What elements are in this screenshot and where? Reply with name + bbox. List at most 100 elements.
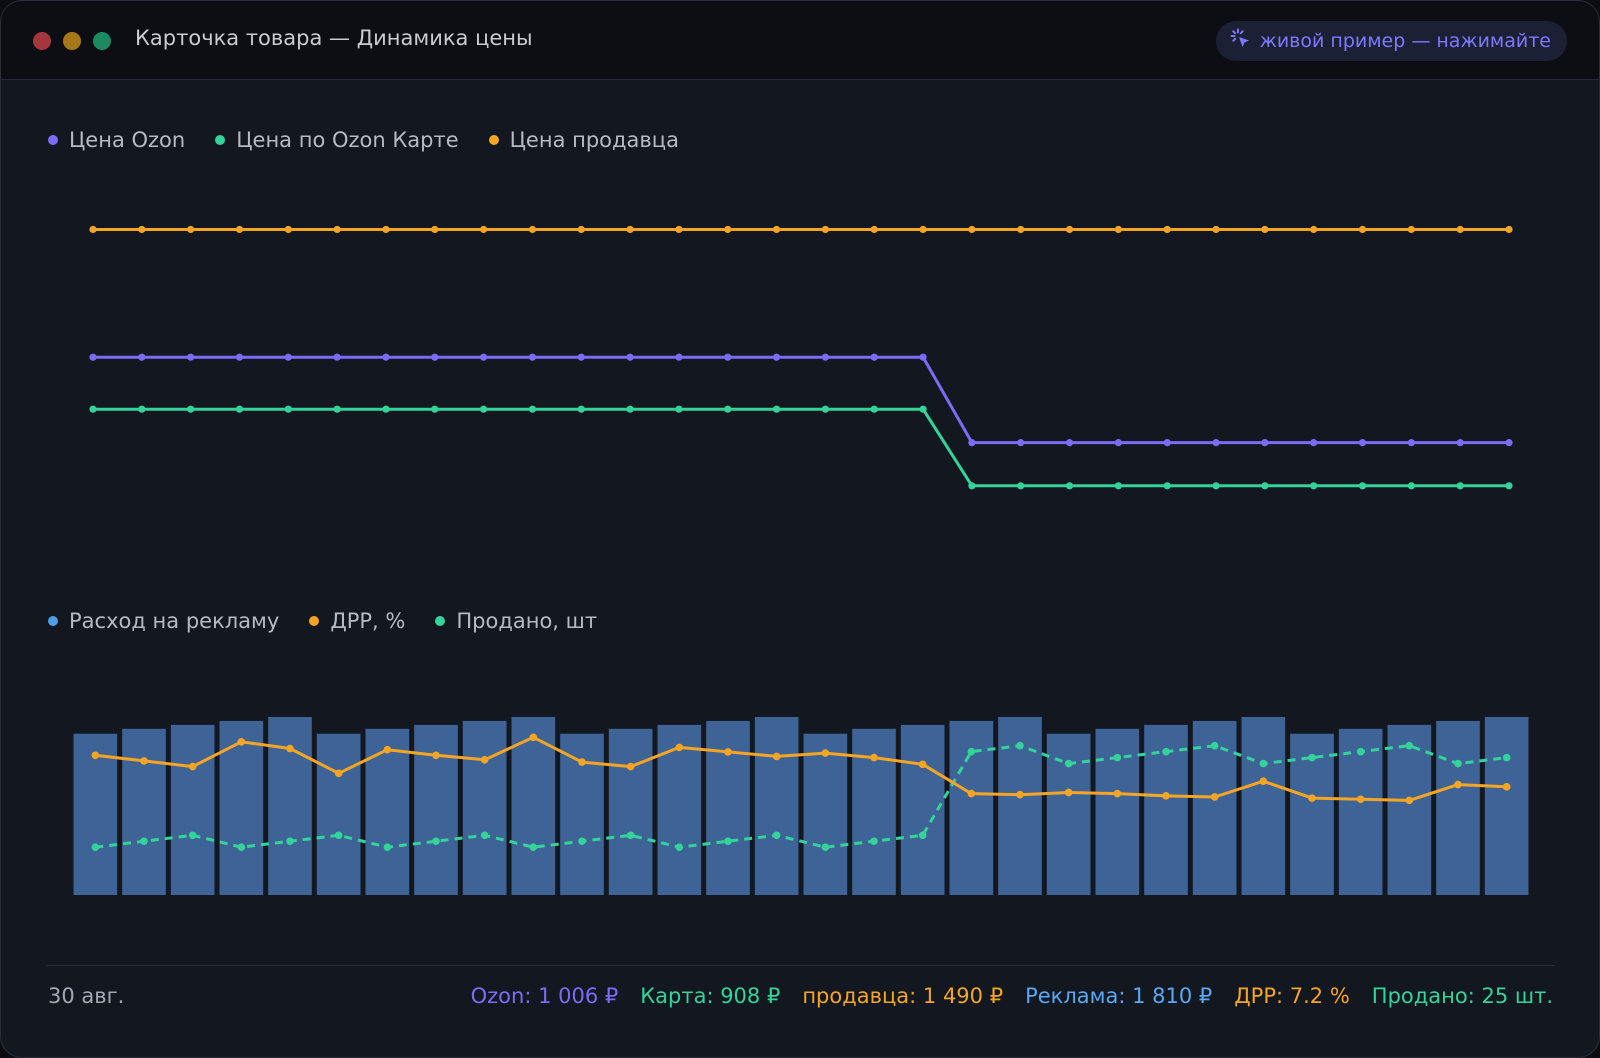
data-point[interactable] [1261, 482, 1269, 490]
data-point[interactable] [432, 751, 440, 760]
bar[interactable] [219, 720, 264, 895]
data-point[interactable] [1114, 482, 1122, 490]
data-point[interactable] [724, 837, 732, 846]
bar[interactable] [414, 724, 458, 895]
data-point[interactable] [968, 482, 976, 490]
data-point[interactable] [675, 743, 684, 752]
bar[interactable] [1387, 724, 1432, 895]
data-point[interactable] [1502, 753, 1511, 762]
data-point[interactable] [1358, 439, 1367, 447]
data-point[interactable] [382, 405, 390, 413]
data-point[interactable] [1356, 747, 1365, 756]
legend-item-ad-spend[interactable]: Расход на рекламу [48, 609, 279, 633]
bar[interactable] [1241, 717, 1286, 895]
data-point[interactable] [187, 225, 195, 234]
data-point[interactable] [431, 405, 439, 413]
data-point[interactable] [1405, 796, 1414, 805]
data-point[interactable] [1308, 753, 1316, 762]
data-point[interactable] [1358, 225, 1367, 234]
bar[interactable] [754, 717, 799, 895]
data-point[interactable] [1407, 482, 1415, 490]
data-point[interactable] [528, 405, 537, 413]
data-point[interactable] [284, 353, 292, 361]
data-point[interactable] [334, 769, 343, 778]
data-point[interactable] [772, 353, 781, 361]
data-point[interactable] [968, 439, 976, 447]
data-point[interactable] [1456, 439, 1464, 447]
data-point[interactable] [235, 225, 244, 234]
data-point[interactable] [382, 353, 390, 361]
data-point[interactable] [870, 837, 878, 846]
bar[interactable] [949, 720, 994, 895]
data-point[interactable] [577, 353, 585, 361]
data-point[interactable] [1456, 482, 1464, 490]
data-point[interactable] [870, 225, 878, 234]
data-point[interactable] [1454, 780, 1462, 789]
data-point[interactable] [1405, 741, 1414, 750]
data-point[interactable] [480, 405, 488, 413]
data-point[interactable] [967, 747, 976, 756]
data-point[interactable] [1163, 439, 1171, 447]
data-point[interactable] [89, 225, 97, 234]
data-point[interactable] [89, 405, 97, 413]
data-point[interactable] [1162, 792, 1170, 800]
data-point[interactable] [333, 225, 341, 234]
data-point[interactable] [675, 405, 683, 413]
data-point[interactable] [724, 405, 732, 413]
data-point[interactable] [1407, 225, 1415, 234]
data-point[interactable] [967, 789, 976, 798]
minimize-window-button[interactable] [63, 32, 81, 50]
data-point[interactable] [1502, 783, 1511, 791]
data-point[interactable] [333, 353, 341, 361]
data-point[interactable] [968, 225, 976, 234]
data-point[interactable] [188, 831, 197, 840]
data-point[interactable] [237, 737, 246, 746]
close-window-button[interactable] [33, 32, 51, 50]
data-point[interactable] [1210, 793, 1219, 801]
data-point[interactable] [918, 831, 927, 840]
ads-chart[interactable] [1, 681, 1599, 911]
data-point[interactable] [188, 762, 197, 771]
data-point[interactable] [1064, 788, 1073, 797]
data-point[interactable] [1016, 741, 1024, 750]
data-point[interactable] [772, 831, 781, 840]
data-point[interactable] [1162, 747, 1170, 756]
bar[interactable] [268, 717, 312, 895]
bar[interactable] [1338, 728, 1383, 895]
legend-item-seller-price[interactable]: Цена продавца [488, 128, 679, 152]
data-point[interactable] [1163, 482, 1171, 490]
data-point[interactable] [383, 745, 392, 754]
data-point[interactable] [1113, 789, 1122, 798]
price-chart[interactable] [1, 181, 1599, 551]
data-point[interactable] [821, 843, 830, 852]
data-point[interactable] [578, 837, 586, 846]
data-point[interactable] [1163, 225, 1171, 234]
data-point[interactable] [431, 225, 439, 234]
data-point[interactable] [1259, 759, 1268, 768]
legend-item-ozon-price[interactable]: Цена Ozon [48, 128, 185, 152]
data-point[interactable] [1113, 753, 1122, 762]
data-point[interactable] [1212, 439, 1220, 447]
data-point[interactable] [821, 225, 830, 234]
data-point[interactable] [480, 353, 488, 361]
data-point[interactable] [1505, 482, 1513, 490]
data-point[interactable] [1310, 482, 1318, 490]
data-point[interactable] [140, 837, 148, 846]
data-point[interactable] [235, 405, 244, 413]
bar[interactable] [803, 733, 848, 895]
data-point[interactable] [1017, 225, 1025, 234]
bar[interactable] [852, 728, 896, 895]
data-point[interactable] [138, 405, 146, 413]
data-point[interactable] [578, 758, 586, 766]
data-point[interactable] [1212, 482, 1220, 490]
data-point[interactable] [286, 837, 294, 846]
data-point[interactable] [918, 760, 927, 769]
data-point[interactable] [919, 405, 927, 413]
bar[interactable] [122, 728, 166, 895]
data-point[interactable] [724, 225, 732, 234]
data-point[interactable] [333, 405, 341, 413]
data-point[interactable] [1356, 795, 1365, 804]
data-point[interactable] [626, 405, 634, 413]
data-point[interactable] [1308, 794, 1316, 802]
data-point[interactable] [1505, 439, 1513, 447]
